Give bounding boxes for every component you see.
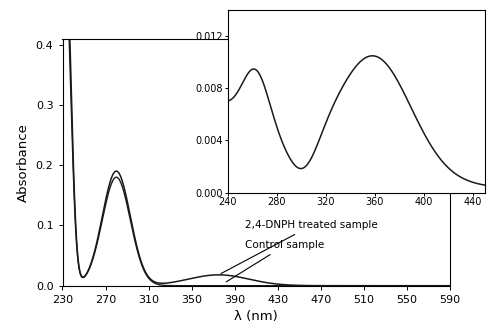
X-axis label: λ (nm): λ (nm): [234, 310, 278, 321]
Text: 2,4-DNPH treated sample: 2,4-DNPH treated sample: [221, 221, 378, 273]
Y-axis label: Absorbance: Absorbance: [17, 123, 30, 202]
Text: Control sample: Control sample: [226, 240, 324, 282]
